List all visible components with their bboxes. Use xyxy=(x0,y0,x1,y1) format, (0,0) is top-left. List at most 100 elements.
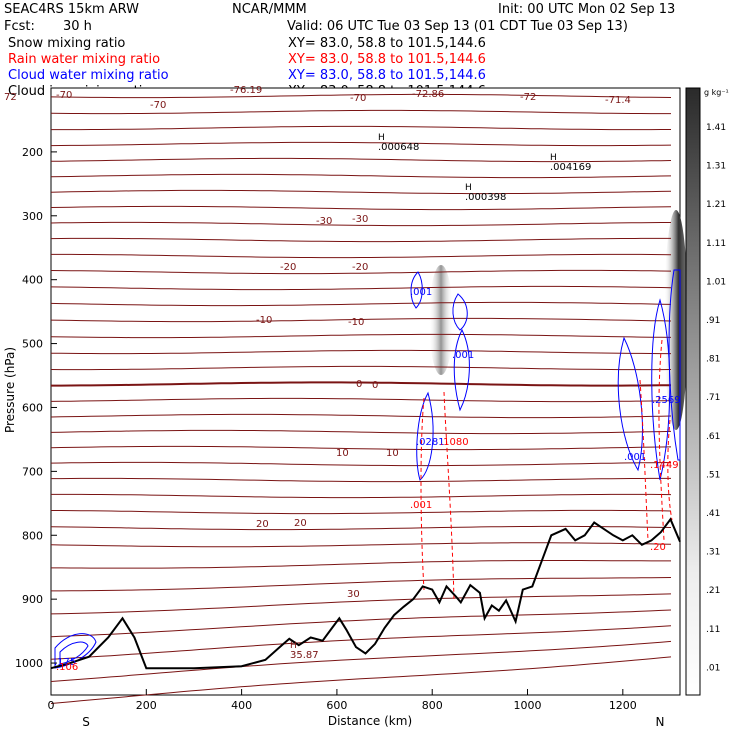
model-title: SEAC4RS 15km ARW xyxy=(4,2,139,17)
isotherm-label: -70 xyxy=(150,100,166,111)
y-tick-label: 400 xyxy=(22,274,43,287)
isotherm-label: -71.4 xyxy=(605,95,631,106)
isotherm-line xyxy=(50,349,671,355)
isotherm-line xyxy=(51,560,671,569)
isotherm-label: -20 xyxy=(280,262,296,273)
isotherm-line xyxy=(50,640,672,682)
y-tick-label: 700 xyxy=(22,465,43,478)
x-axis: 0 200 400 600 800 1000 1200 xyxy=(48,689,637,712)
cloud-water-label: .001 xyxy=(624,452,646,463)
cloud-contour-8 xyxy=(54,633,97,669)
high-value: .000398 xyxy=(465,192,506,203)
isotherm-line xyxy=(50,397,672,403)
isotherm-label: 30 xyxy=(347,589,360,600)
isotherm-line xyxy=(51,381,672,387)
colorbar-tick-label: 1.31 xyxy=(706,162,726,172)
top-left-value: 72 xyxy=(4,92,17,103)
colorbar-tick-label: .11 xyxy=(706,625,720,635)
isotherm-line xyxy=(50,173,672,179)
cloud-water-label: .175 xyxy=(54,657,76,668)
isotherm-line xyxy=(51,509,672,515)
field-name-0: Snow mixing ratio xyxy=(8,36,125,51)
isotherm-contours xyxy=(50,93,672,704)
cloud-contour-9 xyxy=(59,641,89,665)
isotherm-label: 10 xyxy=(336,448,349,459)
contour-annotations: -70 -70 -70 -71.4 -72.86 -76.19 -72 -30 -30 -20 -2… xyxy=(4,85,681,673)
colorbar-tick-label: 1.21 xyxy=(706,200,726,210)
rain-contour-4 xyxy=(658,339,665,541)
isotherm-line xyxy=(50,221,671,227)
endpoint-right: N xyxy=(656,715,665,729)
high-marker: H xyxy=(550,153,557,163)
cloud-water-label: .0281 xyxy=(416,437,445,448)
isotherm-line xyxy=(50,333,672,339)
field-xy-0: XY= 83.0, 58.8 to 101.5,144.6 xyxy=(288,36,486,51)
y-tick-label: 300 xyxy=(22,210,43,223)
cloud-contour-4 xyxy=(416,391,434,481)
fcst-label: Fcst: xyxy=(4,19,35,34)
high-marker: H xyxy=(465,183,472,193)
field-xy-2: XY= 83.0, 58.8 to 101.5,144.6 xyxy=(288,68,486,83)
cloud-contour-5 xyxy=(617,336,643,472)
terrain-profile xyxy=(50,517,681,670)
colorbar-tick-label: 1.01 xyxy=(706,277,726,287)
colorbar-tick-label: .41 xyxy=(706,509,720,519)
isotherm-line xyxy=(50,656,672,704)
isotherm-label: -72.86 xyxy=(412,89,444,100)
cloud-water-label: .001 xyxy=(410,287,432,298)
cloud-water-label: .001 xyxy=(452,350,474,361)
field-xy-1: XY= 83.0, 58.8 to 101.5,144.6 xyxy=(288,52,486,67)
cloud-contour-2 xyxy=(452,293,468,331)
isotherm-line xyxy=(50,593,672,615)
isotherm-line xyxy=(50,317,672,323)
high-marker: H xyxy=(290,641,297,651)
cloud-contour-1 xyxy=(410,271,423,309)
isotherm-label: -70 xyxy=(56,90,72,101)
colorbar xyxy=(685,87,701,696)
high-value: .000648 xyxy=(378,142,419,153)
rain-water-label: .001 xyxy=(410,500,432,511)
high-value: .004169 xyxy=(550,162,591,173)
x-tick-label: 0 xyxy=(48,699,55,712)
y-tick-label: 500 xyxy=(22,338,43,351)
isotherm-line xyxy=(50,461,672,467)
isotherm-label: -10 xyxy=(256,315,272,326)
y-tick-label: 200 xyxy=(22,146,43,159)
shading-plume-central xyxy=(429,265,453,375)
isotherm-line xyxy=(50,285,672,291)
isotherm-line xyxy=(50,189,672,195)
x-tick-label: 200 xyxy=(136,699,157,712)
fcst-value: 30 h xyxy=(63,19,92,34)
rain-water-contours xyxy=(420,339,673,601)
high-marker: H xyxy=(378,133,385,143)
colorbar-tick-label: .91 xyxy=(706,316,720,326)
rain-water-label: .106 xyxy=(56,662,78,673)
x-tick-label: 1000 xyxy=(514,699,542,712)
cloud-water-label: .2569 xyxy=(652,395,681,406)
y-tick-label: 1000 xyxy=(15,657,43,670)
isotherm-label: 0 xyxy=(356,379,362,390)
field-name-2: Cloud water mixing ratio xyxy=(8,68,169,83)
colorbar-tick-label: .61 xyxy=(706,432,720,442)
isotherm-label: 20 xyxy=(294,518,307,529)
isotherm-line xyxy=(50,413,672,419)
isotherm-line xyxy=(50,301,672,307)
field-name-1: Rain water mixing ratio xyxy=(8,52,160,67)
rain-contour-2 xyxy=(443,391,455,601)
isotherm-label: -76.19 xyxy=(230,85,262,96)
isotherm-line xyxy=(50,157,672,163)
isotherm-label: 20 xyxy=(256,519,269,530)
x-axis-title: Distance (km) xyxy=(328,714,412,728)
endpoint-left: S xyxy=(82,715,90,729)
org-label: NCAR/MMM xyxy=(232,2,307,17)
y-tick-label: 900 xyxy=(22,593,43,606)
x-tick-label: 800 xyxy=(422,699,443,712)
colorbar-tick-label: .01 xyxy=(706,663,720,673)
colorbar-tick-label: .31 xyxy=(706,548,720,558)
isotherm-line xyxy=(50,525,672,531)
isotherm-line xyxy=(50,109,671,115)
cloud-contour-7 xyxy=(668,269,681,461)
plot-frame xyxy=(50,87,681,696)
isotherm-line xyxy=(50,625,672,660)
